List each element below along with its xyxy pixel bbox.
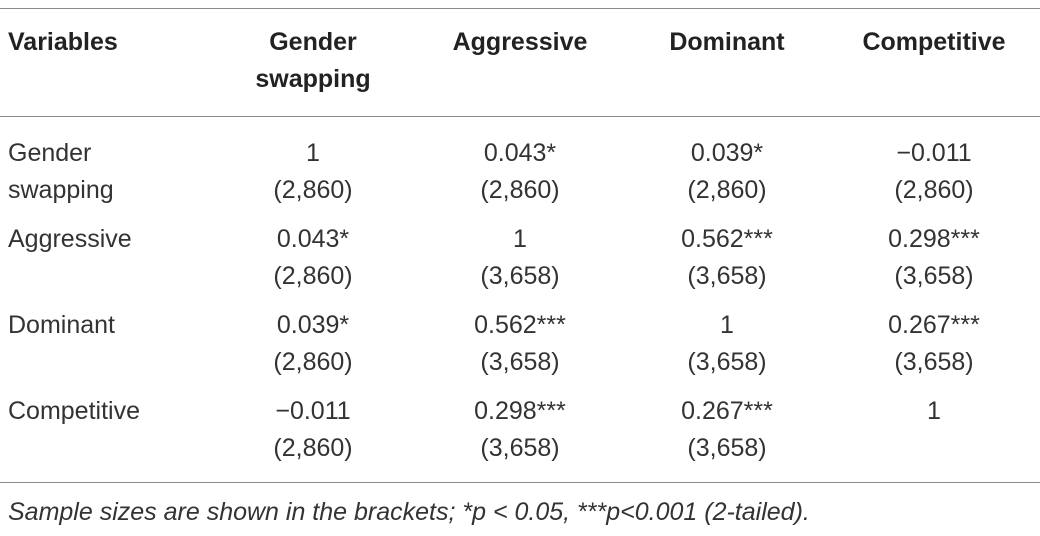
- table-cell: 1: [834, 393, 1034, 430]
- table-cell: 0.562*** (3,658): [420, 307, 620, 381]
- row-label-gender-swapping: Gender swapping: [8, 135, 114, 209]
- cell-sample-size: (3,658): [480, 434, 560, 462]
- table-cell: −0.011 (2,860): [834, 135, 1034, 209]
- header-competitive: Competitive: [862, 24, 1005, 61]
- table-cell: 0.039* (2,860): [213, 307, 413, 381]
- row-label-line: Gender: [8, 139, 92, 167]
- table-cell: 0.043* (2,860): [420, 135, 620, 209]
- cell-value: 0.043*: [276, 225, 350, 253]
- row-label-aggressive: Aggressive: [8, 221, 132, 258]
- cell-value: 0.267***: [681, 397, 773, 425]
- cell-value: 0.298***: [474, 397, 566, 425]
- table-cell: 0.267*** (3,658): [627, 393, 827, 467]
- header-dominant-text: Dominant: [669, 28, 785, 56]
- header-gender-swapping: Gender swapping: [255, 24, 370, 98]
- cell-value: −0.011: [896, 139, 972, 167]
- cell-sample-size: (3,658): [480, 262, 560, 290]
- header-variables: Variables: [8, 24, 118, 61]
- cell-value: 0.039*: [276, 311, 350, 339]
- header-competitive-text: Competitive: [862, 28, 1006, 56]
- cell-value: 0.562***: [474, 311, 566, 339]
- cell-sample-size: (2,860): [894, 176, 974, 204]
- table-cell: 1 (3,658): [627, 307, 827, 381]
- header-rule: [0, 116, 1040, 117]
- cell-value: 1: [513, 225, 527, 253]
- header-variables-text: Variables: [8, 28, 118, 56]
- cell-value: 1: [927, 397, 941, 425]
- cell-sample-size: (2,860): [480, 176, 560, 204]
- table-cell: 1 (3,658): [420, 221, 620, 295]
- table-cell: −0.011 (2,860): [213, 393, 413, 467]
- cell-sample-size: (2,860): [273, 348, 353, 376]
- cell-value: 0.298***: [888, 225, 980, 253]
- cell-sample-size: (3,658): [894, 348, 974, 376]
- row-label-line: Competitive: [8, 397, 140, 425]
- table-cell: 1 (2,860): [213, 135, 413, 209]
- header-aggressive-text: Aggressive: [452, 28, 588, 56]
- table-cell: 0.298*** (3,658): [834, 221, 1034, 295]
- row-label-competitive: Competitive: [8, 393, 140, 430]
- top-rule: [0, 8, 1040, 9]
- cell-sample-size: (3,658): [894, 262, 974, 290]
- cell-sample-size: (3,658): [480, 348, 560, 376]
- header-gender-swapping-line1: Gender: [269, 28, 357, 56]
- header-aggressive: Aggressive: [453, 24, 588, 61]
- row-label-dominant: Dominant: [8, 307, 115, 344]
- cell-value: 0.267***: [888, 311, 980, 339]
- header-dominant: Dominant: [669, 24, 784, 61]
- header-gender-swapping-line2: swapping: [255, 65, 371, 93]
- cell-value: 0.043*: [483, 139, 557, 167]
- cell-sample-size: (3,658): [687, 434, 767, 462]
- table-cell: 0.298*** (3,658): [420, 393, 620, 467]
- cell-sample-size: (2,860): [273, 262, 353, 290]
- cell-value: −0.011: [275, 397, 351, 425]
- table-cell: 0.039* (2,860): [627, 135, 827, 209]
- bottom-rule: [0, 482, 1040, 483]
- cell-sample-size: (2,860): [273, 176, 353, 204]
- table-cell: 0.562*** (3,658): [627, 221, 827, 295]
- table-cell: 0.043* (2,860): [213, 221, 413, 295]
- row-label-line: Dominant: [8, 311, 115, 339]
- cell-value: 0.039*: [690, 139, 764, 167]
- row-label-line: Aggressive: [8, 225, 132, 253]
- cell-sample-size: (2,860): [273, 434, 353, 462]
- cell-sample-size: (2,860): [687, 176, 767, 204]
- cell-value: 1: [720, 311, 734, 339]
- table-footnote: Sample sizes are shown in the brackets; …: [8, 498, 810, 526]
- cell-value: 0.562***: [681, 225, 773, 253]
- row-label-line: swapping: [8, 176, 114, 204]
- cell-sample-size: (3,658): [687, 262, 767, 290]
- table-cell: 0.267*** (3,658): [834, 307, 1034, 381]
- cell-sample-size: (3,658): [687, 348, 767, 376]
- cell-value: 1: [306, 139, 320, 167]
